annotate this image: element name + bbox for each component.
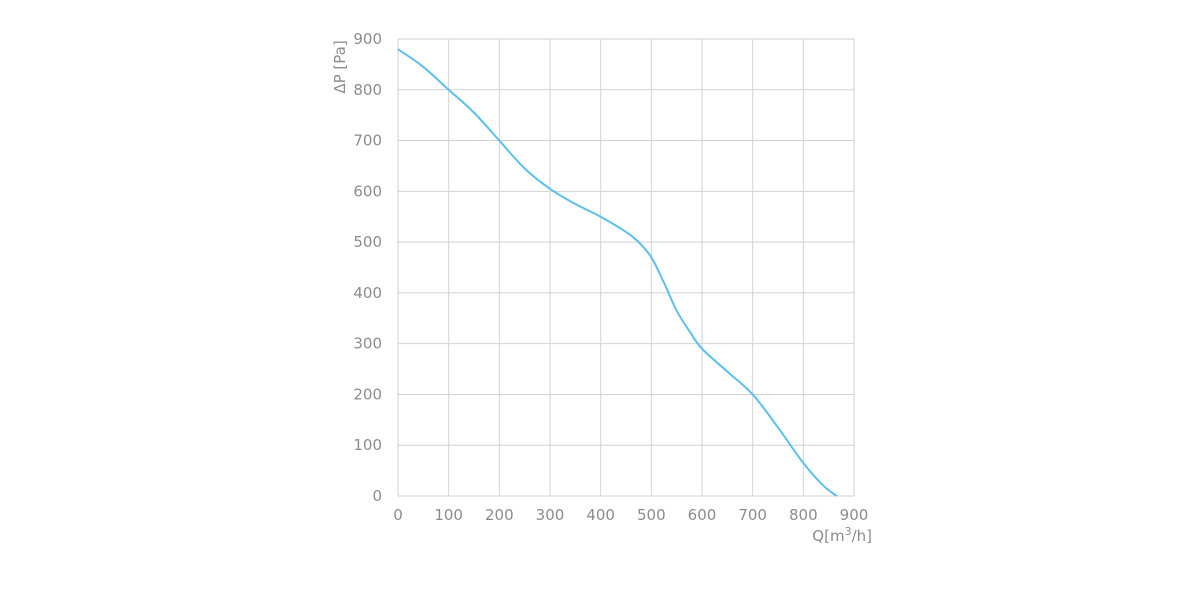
series-layer xyxy=(397,48,838,497)
y-tick-label: 500 xyxy=(353,233,382,251)
y-tick-label: 200 xyxy=(353,385,382,403)
y-tick-label: 600 xyxy=(353,182,382,200)
y-tick-label: 0 xyxy=(372,487,382,505)
series-line xyxy=(397,48,838,497)
y-tick-label: 900 xyxy=(353,30,382,48)
y-tick-labels: 0 100 200 300 400 500 600 700 800 900 xyxy=(353,30,382,505)
grid xyxy=(397,38,855,497)
x-axis-label-main: Q[m xyxy=(812,527,844,545)
x-axis-label: Q[m3/h] xyxy=(812,525,872,545)
x-axis-label-sup: 3 xyxy=(845,525,852,538)
y-tick-label: 100 xyxy=(353,436,382,454)
x-tick-label: 500 xyxy=(637,506,666,524)
x-tick-label: 600 xyxy=(688,506,717,524)
x-tick-label: 0 xyxy=(393,506,403,524)
y-tick-label: 800 xyxy=(353,81,382,99)
x-tick-labels: 0 100 200 300 400 500 600 700 800 900 xyxy=(393,506,868,524)
x-tick-label: 900 xyxy=(840,506,869,524)
x-tick-label: 300 xyxy=(536,506,565,524)
x-tick-label: 400 xyxy=(586,506,615,524)
y-tick-label: 700 xyxy=(353,132,382,150)
y-tick-label: 400 xyxy=(353,284,382,302)
x-tick-label: 700 xyxy=(738,506,767,524)
x-axis-label-tail: /h] xyxy=(852,527,872,545)
x-tick-label: 800 xyxy=(789,506,818,524)
x-tick-label: 200 xyxy=(485,506,514,524)
y-tick-label: 300 xyxy=(353,335,382,353)
y-axis-label: ΔP [Pa] xyxy=(331,40,349,93)
x-tick-label: 100 xyxy=(434,506,463,524)
